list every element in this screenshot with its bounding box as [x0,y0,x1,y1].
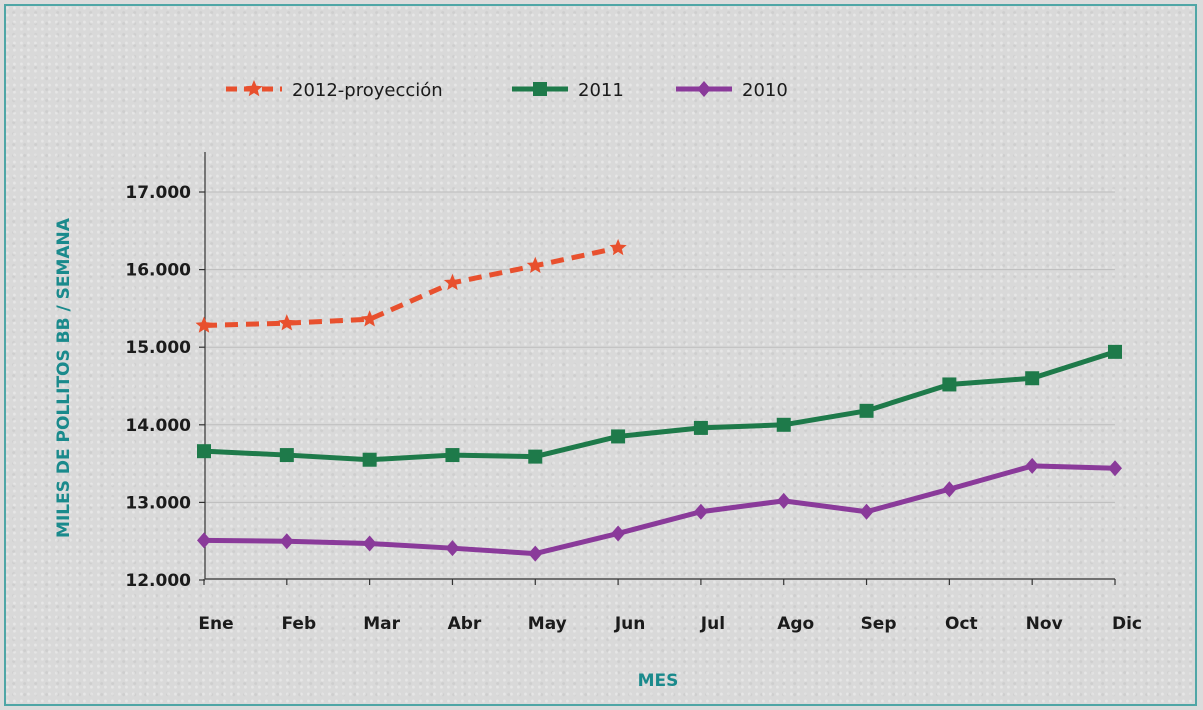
x-tick-label: Nov [1026,614,1063,634]
data-point [533,82,547,96]
series-line [203,349,1116,463]
data-point [445,540,460,557]
x-tick-label: Jul [700,614,725,634]
data-point [195,316,213,333]
data-point [611,525,626,542]
y-tick-label: 12.000 [125,571,191,591]
data-point [526,256,544,273]
x-tick-label: Ago [777,614,814,634]
data-point [528,545,543,562]
legend-item: 2011 [512,80,624,101]
x-tick-label: Mar [363,614,400,634]
y-tick-label: 14.000 [125,416,191,436]
y-axis-title: MILES DE POLLITOS BB / SEMANA [54,217,74,538]
data-point [1108,344,1122,359]
axes [204,152,1115,580]
data-point [197,532,211,549]
grid-lines [199,191,1116,585]
data-point [362,452,377,467]
series-line [203,245,619,328]
legend-label: 2011 [578,80,624,101]
chart-frame [4,4,1197,706]
data-point [611,429,626,444]
series-2011 [197,344,1122,467]
data-point [942,377,957,392]
x-tick-label: Dic [1112,614,1142,634]
data-point [942,481,957,498]
x-tick-label: Abr [448,614,482,634]
series-line [203,463,1116,557]
y-tick-label: 15.000 [125,338,191,358]
data-point [445,448,460,463]
legend-item: 2012-proyección [226,80,443,101]
x-tick-label: Feb [282,614,317,634]
data-point [1025,371,1040,386]
x-tick-labels: Ene Feb Mar Abr May Jun Jul Ago Sep Oct Nov Dic [198,614,1142,634]
data-point [776,492,791,509]
x-tick-label: Ene [198,614,233,634]
data-point [776,417,791,432]
data-point [693,503,708,520]
data-point [693,420,708,435]
data-point [609,238,627,256]
legend-label: 2012-proyección [292,80,443,101]
y-tick-label: 17.000 [125,183,191,203]
y-tick-label: 16.000 [125,261,191,281]
data-point [197,444,211,459]
data-point [1025,457,1040,474]
series-2012-proyección [195,238,627,333]
y-tick-labels: 12.000 13.000 14.000 15.000 16.000 17.000 [125,183,191,591]
legend: 2012-proyección 2011 2010 [226,80,788,101]
legend-label: 2010 [742,80,788,101]
legend-item: 2010 [676,80,788,101]
data-point [361,310,379,327]
y-tick-label: 13.000 [125,493,191,513]
x-tick-label: Jun [614,614,646,634]
data-point [1108,460,1122,477]
x-axis-title: MES [638,671,679,691]
data-point [362,535,377,552]
x-tick-label: Oct [945,614,978,634]
data-point [528,449,543,464]
x-tick-label: May [528,614,567,634]
data-point [443,273,461,291]
data-point [278,314,296,331]
series-2010 [197,457,1122,562]
data-point [859,503,874,520]
data-point [279,533,294,550]
data-point [697,81,711,97]
series-group [195,238,1122,562]
x-tick-label: Sep [861,614,897,634]
data-point [279,448,294,463]
data-point [245,80,263,97]
data-point [859,403,874,418]
